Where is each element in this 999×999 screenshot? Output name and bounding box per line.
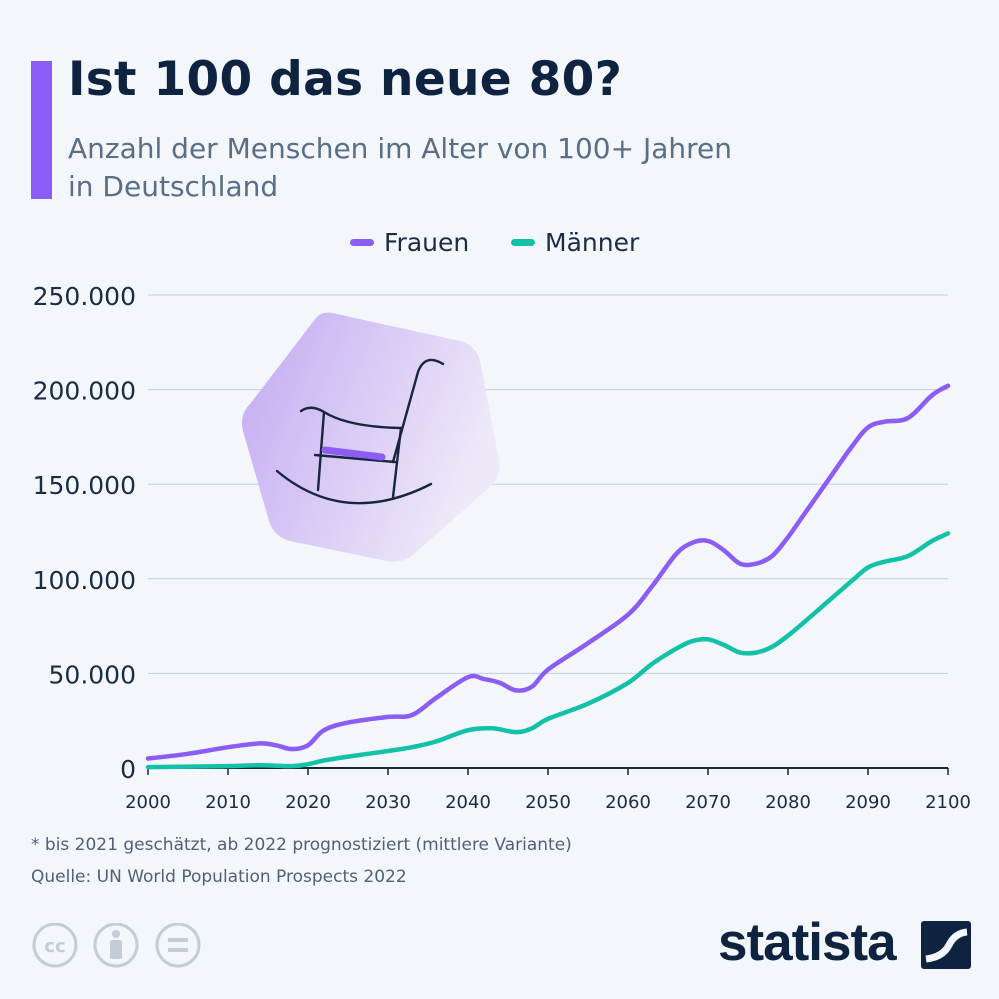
x-tick-label: 2060 (605, 792, 651, 813)
attribution-icon (93, 923, 139, 968)
legend-item-frauen: Frauen (350, 224, 469, 260)
x-tick-label: 2080 (765, 792, 811, 813)
accent-bar (31, 61, 52, 199)
source-note: Quelle: UN World Population Prospects 20… (31, 867, 407, 887)
license-icons: cc (32, 923, 201, 968)
statista-logo-icon (921, 921, 971, 969)
legend-swatch-maenner (511, 238, 535, 246)
series-line-frauen (145, 383, 951, 761)
subtitle-line-2: in Deutschland (68, 170, 279, 203)
cc-icon (32, 923, 78, 968)
y-tick-label: 50.000 (49, 660, 136, 689)
chart-legend: Frauen Männer (0, 224, 999, 260)
y-tick-label: 250.000 (33, 282, 136, 311)
y-axis-ticks: 0 50.000 100.000 150.000 200.000 250.000 (33, 282, 136, 784)
legend-swatch-frauen (350, 238, 374, 246)
chart-series (145, 383, 951, 770)
y-tick-label: 200.000 (33, 377, 136, 406)
rocking-chair-cushion (321, 446, 386, 461)
subtitle: Anzahl der Menschen im Alter von 100+ Ja… (68, 130, 868, 206)
legend-label-frauen: Frauen (384, 227, 470, 257)
x-tick-label: 2040 (445, 792, 491, 813)
x-tick-label: 2000 (125, 792, 171, 813)
footnote-estimate: * bis 2021 geschätzt, ab 2022 prognostiz… (31, 835, 572, 855)
x-tick-label: 2030 (365, 792, 411, 813)
rocking-chair-icon (275, 358, 445, 505)
x-tick-label: 2070 (685, 792, 731, 813)
x-axis-ticks: 2000 2010 2020 2030 2040 2050 2060 2070 2080 2090… (125, 768, 971, 813)
x-tick-label: 2100 (925, 792, 971, 813)
x-tick-label: 2090 (845, 792, 891, 813)
x-tick-label: 2020 (285, 792, 331, 813)
y-tick-label: 0 (120, 755, 136, 784)
x-tick-label: 2050 (525, 792, 571, 813)
no-derivatives-icon (155, 923, 201, 968)
subtitle-line-1: Anzahl der Menschen im Alter von 100+ Ja… (68, 132, 733, 165)
series-line-maenner (145, 531, 951, 770)
legend-label-maenner: Männer (545, 227, 640, 257)
rocking-chair-illustration (241, 312, 500, 562)
x-tick-label: 2010 (205, 792, 251, 813)
y-tick-label: 150.000 (33, 471, 136, 500)
legend-item-maenner: Männer (511, 224, 639, 260)
y-tick-label: 100.000 (33, 566, 136, 595)
statista-logo-text: statista (718, 913, 897, 972)
svg-text:cc: cc (44, 936, 65, 957)
hexagon-badge (241, 312, 500, 562)
page-title: Ist 100 das neue 80? (68, 52, 623, 107)
